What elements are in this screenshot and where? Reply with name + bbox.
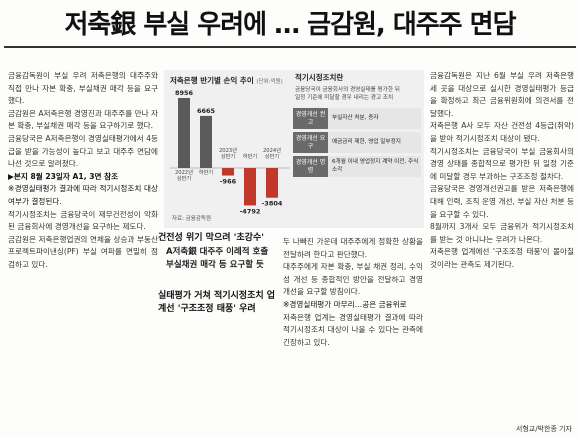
side-panel-row: 경영개선 권고 부실자산 처분, 증자 [293,108,421,130]
bar-chart: 8956 2022년 상반기 6665 하반기 -966 2023년 상반기 -4792 하반기 -… [170,89,290,215]
paragraph: 금융당국은 경영개선권고를 받은 저축은행에 대해 인력, 조직 운영 개선, … [430,184,574,219]
headline-rule [4,46,576,48]
chart-bar [266,168,278,198]
headline: 저축銀 부실 우려에 … 금감원, 대주주 면담 [64,9,517,40]
chart-title: 저축은행 반기별 손익 추이 (단위:억원) [170,76,283,85]
chart-category-label: 하반기 [199,168,214,176]
side-panel-row-value: 예금금리 제한, 영업 일부정지 [328,132,421,154]
paragraph: 금융당국은 A저축은행이 경영실태평가에서 4등급을 받을 가능성이 높다고 보… [8,133,158,169]
chart-bar [222,168,234,176]
chart-source: 자료: 금융감독원 [172,216,212,222]
side-panel-row-label: 경영개선 명령 [293,156,328,178]
side-panel-description: 금융당국이 금융회사의 경영실태를 평가한 뒤 일정 기준에 미달할 경우 내리… [295,87,400,101]
paragraph: 저축은행 A사 모두 자산 건전성 4등급(취약)을 받아 적기시정조치 대상이… [430,121,574,143]
chart-bar [244,168,256,206]
chart-value-label: 8956 [175,89,194,97]
paragraph: 적기시정조치는 금융당국이 부실 금융회사의 경영 상태를 종합적으로 평가한 … [430,146,574,181]
paragraph: 금융감독원이 부실 우려 저축은행의 대주주와 직접 만나 자본 확충, 부실채… [8,71,158,106]
paragraph: 8월까지 3개사 모두 금융위가 적기시정조치를 받는 것 아니냐는 우려가 나… [430,222,574,244]
chart-category-label: 2022년 상반기 [175,168,193,182]
side-panel-row: 경영개선 명령 6개월 이내 영업정지 계약 이전, 주식 소각 [293,156,421,178]
article-column-2 [156,330,276,434]
article-column-3: 두 나빠진 가운데 대주주에게 정확한 상황을 전달하려 한다고 판단했다. 대… [283,236,423,434]
paragraph: 저축은행 업계에선 '구조조정 태풍'이 몰아칠 것이라는 관측도 제기된다. [430,247,574,269]
chart-value-label: 6665 [197,107,216,115]
side-panel-row: 경영개선 요구 예금금리 제한, 영업 일부정지 [293,132,421,154]
chart-unit: (단위:억원) [256,79,283,85]
paragraph: 적기시정조치는 금융당국이 재무건전성이 악화된 금융회사에 경영개선을 요구하… [8,209,158,232]
article-column-1: 금융감독원이 부실 우려 저축은행의 대주주와 직접 만나 자본 확충, 부실채… [8,70,158,434]
paragraph: 대주주에게 자본 확충, 부실 채권 정리, 수익성 개선 등 종합적인 방안을… [283,262,423,297]
side-panel-row-value: 6개월 이내 영업정지 계약 이전, 주식 소각 [328,156,421,178]
side-panel-title: 적기시정조치란 [295,73,344,82]
chart-value-label: -4792 [240,207,261,215]
subhead-2: 실태평가 거쳐 적기시정조치 업계선 '구조조정 태풍' 우려 [158,291,276,314]
chart-category-label: 2023년 상반기 [219,146,237,160]
byline: 서형교/박한종 기자 [515,425,572,433]
side-panel-row-label: 경영개선 권고 [293,108,328,130]
chart-value-label: -3804 [262,200,283,208]
paragraph: 저축은행 업계는 경영실태평가 결과에 따라 적기시정조치 대상이 나올 수 있… [283,312,423,347]
chart-bar [178,98,190,168]
side-panel-row-value: 부실자산 처분, 증자 [328,108,421,130]
subhead-1: 건전성 위기 막으려 '초강수' [158,233,264,243]
side-panel: 적기시정조치란 금융당국이 금융회사의 경영실태를 평가한 뒤 일정 기준에 미… [293,72,421,228]
paragraph: 금감원은 저축은행업권의 연체율 상승과 부동산 프로젝트파이낸싱(PF) 부실… [8,234,158,269]
lede: A저축銀 대주주 이례적 호출 부실채권 매각 등 요구할 듯 [166,247,269,270]
paragraph: 두 나빠진 가운데 대주주에게 정확한 상황을 전달하려 한다고 판단했다. [283,237,423,259]
section-note: ※경영실태평가 마무리…공은 금융위로 [283,299,407,309]
paragraph: 금융감독원은 지난 6월 부실 우려 저축은행 세 곳을 대상으로 실시한 경영… [430,71,574,118]
chart-category-label: 하반기 [243,152,258,160]
chart-category-label: 2024년 상반기 [263,146,281,160]
chart-bar [200,115,212,168]
side-panel-row-label: 경영개선 요구 [293,132,328,154]
chart-value-label: -966 [220,178,237,186]
paragraph: 금감원은 A저축은행 경영진과 대주주를 만나 자본 확충, 부실채권 매각 등… [8,108,158,131]
reference-note: ▶본지 8월 23일자 A1, 3면 참조 [8,171,119,181]
article-column-4: 금융감독원은 지난 6월 부실 우려 저축은행 세 곳을 대상으로 실시한 경영… [430,70,574,434]
section-note: ※경영실태평가 결과에 따라 적기시정조치 대상 여부가 결정된다. [8,184,158,206]
